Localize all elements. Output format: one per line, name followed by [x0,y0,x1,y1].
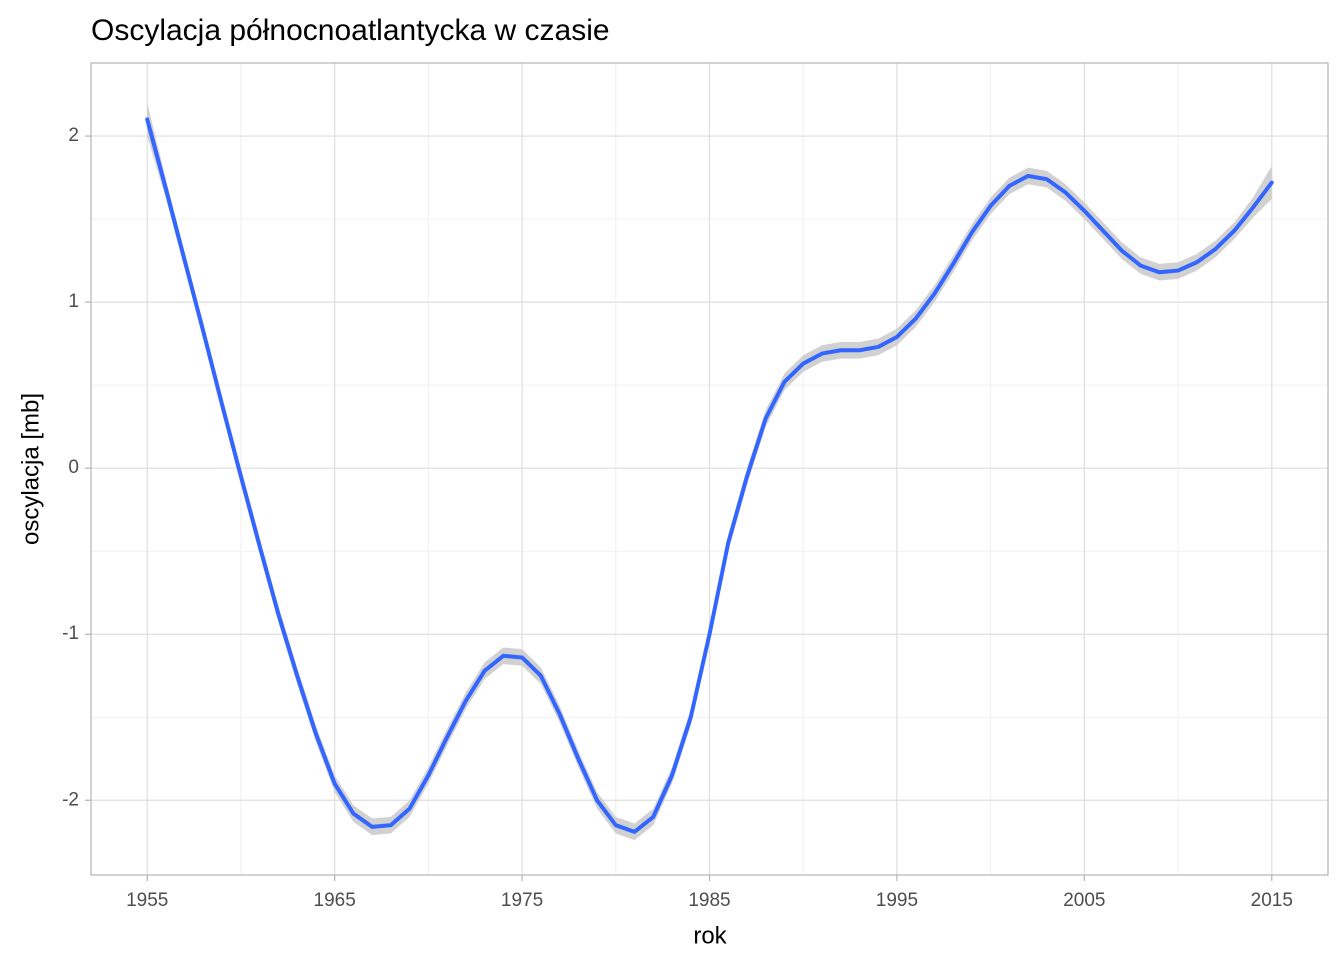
x-axis-label: rok [693,922,727,949]
y-tick-label: 1 [68,291,79,312]
line [145,117,1274,834]
x-tick-label: 1995 [876,890,918,911]
x-tick-label: 1965 [314,890,356,911]
x-tick-label: 1975 [501,890,543,911]
y-tick-label: -2 [62,789,79,810]
chart-title: Oscylacja północnoatlantycka w czasie [91,14,610,47]
plot-border [90,62,1329,876]
x-tick-label: 1955 [126,890,168,911]
y-tick-label: 0 [68,457,79,478]
x-tick-label: 2015 [1251,890,1293,911]
x-tick-label: 1985 [688,890,730,911]
x-tick-label: 2005 [1063,890,1105,911]
y-axis-label: oscylacja [mb] [17,393,44,545]
y-tick-label: 2 [68,125,79,146]
y-tick-label: -1 [62,623,79,644]
